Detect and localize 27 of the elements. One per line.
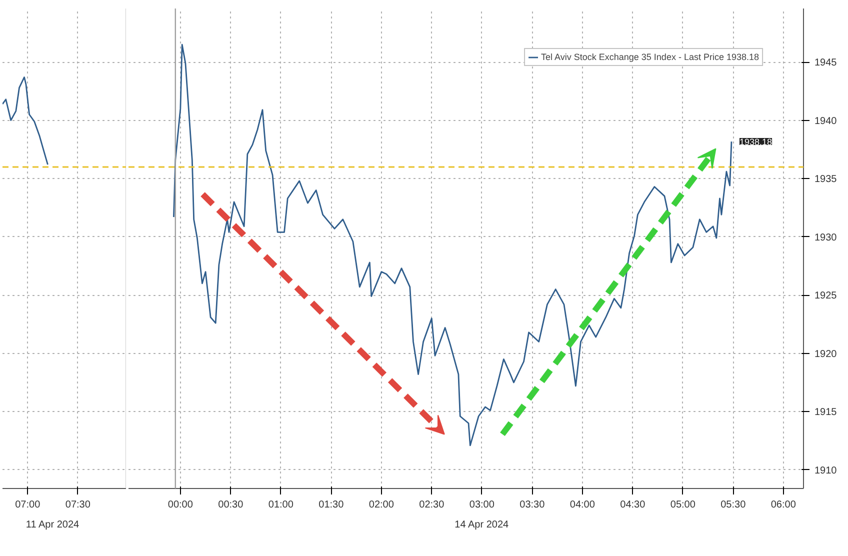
x-tick-label: 07:00 <box>15 500 41 510</box>
x-tick-label: 00:30 <box>218 500 244 510</box>
y-tick-label: 1930 <box>814 232 838 244</box>
annotation: 1938.18 <box>739 137 772 148</box>
x-tick-label: 01:00 <box>268 500 294 510</box>
y-tick-label: 1945 <box>814 58 838 69</box>
x-tick-label: 02:00 <box>368 500 394 510</box>
y-tick-label: 1940 <box>814 116 838 127</box>
y-tick-label: 1910 <box>814 465 838 476</box>
x-tick-label: 05:30 <box>720 500 746 510</box>
y-tick-label: 1925 <box>814 290 838 302</box>
x-tick-label: 03:00 <box>469 500 495 510</box>
x-tick-label: 02:30 <box>419 500 445 510</box>
legend-label: Tel Aviv Stock Exchange 35 Index - Last Price 1938.18 <box>541 52 759 62</box>
x-tick-label: 01:30 <box>318 500 344 510</box>
text: 14 Apr 2024 <box>454 520 510 530</box>
x-tick-label: 03:30 <box>520 500 546 510</box>
y-tick-label: 1920 <box>814 348 838 360</box>
x-tick-label: 06:00 <box>770 500 796 510</box>
y-tick-label: 1915 <box>814 407 838 418</box>
x-tick-label: 00:00 <box>168 500 194 510</box>
y-tick-label: 1935 <box>814 174 838 186</box>
x-tick-label: 07:30 <box>65 500 91 510</box>
text: 11 Apr 2024 <box>26 520 80 530</box>
x-tick-label: 04:30 <box>620 500 646 510</box>
x-tick-label: 04:00 <box>570 500 596 510</box>
x-tick-label: 05:00 <box>670 500 696 510</box>
